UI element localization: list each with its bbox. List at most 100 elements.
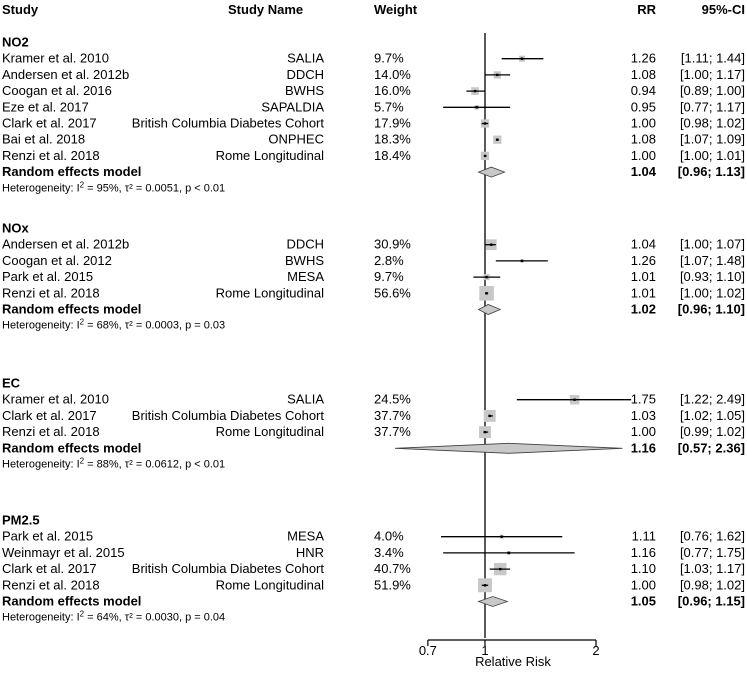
study-point bbox=[483, 122, 487, 125]
group-label: EC bbox=[2, 376, 21, 391]
study-weight: 4.0% bbox=[374, 529, 404, 544]
study-name: British Columbia Diabetes Cohort bbox=[132, 408, 325, 423]
study-point bbox=[496, 138, 499, 141]
summary-ci: [0.96; 1.10] bbox=[678, 302, 745, 317]
study-label: Clark et al. 2017 bbox=[2, 561, 97, 576]
study-name: BWHS bbox=[285, 83, 324, 98]
summary-diamond bbox=[477, 304, 502, 315]
study-rr: 1.04 bbox=[631, 237, 656, 252]
study-label: Weinmayr et al. 2015 bbox=[2, 545, 125, 560]
study-ci: [0.98; 1.02] bbox=[680, 116, 745, 131]
heterogeneity-text: Heterogeneity: I2 = 64%, τ² = 0.0030, p … bbox=[2, 610, 225, 624]
study-ci: [1.07; 1.09] bbox=[680, 132, 745, 147]
summary-label: Random effects model bbox=[2, 164, 141, 179]
study-point bbox=[483, 584, 487, 587]
study-rr: 1.26 bbox=[631, 253, 656, 268]
study-rr: 1.08 bbox=[631, 67, 656, 82]
study-label: Renzi et al. 2018 bbox=[2, 285, 100, 300]
study-weight: 16.0% bbox=[374, 83, 411, 98]
study-label: Coogan et al. 2012 bbox=[2, 253, 112, 268]
summary-label: Random effects model bbox=[2, 594, 141, 609]
study-name: SAPALDIA bbox=[261, 99, 324, 114]
study-rr: 1.00 bbox=[631, 116, 656, 131]
study-name: MESA bbox=[287, 529, 324, 544]
study-ci: [0.99; 1.02] bbox=[680, 424, 745, 439]
study-name: ONPHEC bbox=[268, 132, 324, 147]
study-label: Renzi et al. 2018 bbox=[2, 424, 100, 439]
study-label: Andersen et al. 2012b bbox=[2, 237, 129, 252]
study-label: Park et al. 2015 bbox=[2, 529, 93, 544]
study-weight: 40.7% bbox=[374, 561, 411, 576]
study-ci: [0.77; 1.17] bbox=[680, 99, 745, 114]
group-label: PM2.5 bbox=[2, 513, 40, 528]
study-name: SALIA bbox=[287, 392, 324, 407]
heterogeneity-text: Heterogeneity: I2 = 95%, τ² = 0.0051, p … bbox=[2, 180, 225, 194]
study-rr: 1.10 bbox=[631, 561, 656, 576]
study-point bbox=[499, 567, 502, 571]
study-name: British Columbia Diabetes Cohort bbox=[132, 561, 325, 576]
study-point bbox=[520, 259, 524, 263]
study-ci: [1.03; 1.17] bbox=[680, 561, 745, 576]
study-ci: [0.89; 1.00] bbox=[680, 83, 745, 98]
summary-ci: [0.96; 1.15] bbox=[678, 594, 745, 609]
study-label: Bai et al. 2018 bbox=[2, 132, 85, 147]
study-rr: 1.75 bbox=[631, 392, 656, 407]
summary-rr: 1.02 bbox=[631, 302, 656, 317]
study-ci: [1.07; 1.48] bbox=[680, 253, 745, 268]
study-rr: 1.00 bbox=[631, 148, 656, 163]
summary-label: Random effects model bbox=[2, 302, 141, 317]
study-weight: 14.0% bbox=[374, 67, 411, 82]
study-ci: [0.76; 1.62] bbox=[680, 529, 745, 544]
study-point bbox=[485, 275, 488, 279]
study-point bbox=[490, 243, 493, 246]
header-ci: 95%-CI bbox=[702, 2, 745, 17]
study-label: Kramer et al. 2010 bbox=[2, 51, 109, 66]
study-point bbox=[507, 551, 510, 555]
study-name: HNR bbox=[296, 545, 324, 560]
study-point bbox=[473, 89, 477, 93]
study-rr: 1.00 bbox=[631, 577, 656, 592]
study-weight: 18.3% bbox=[374, 132, 411, 147]
study-rr: 1.01 bbox=[631, 269, 656, 284]
study-label: Andersen et al. 2012b bbox=[2, 67, 129, 82]
x-tick-label: 1 bbox=[481, 643, 488, 658]
study-point bbox=[475, 106, 478, 109]
study-ci: [1.00; 1.02] bbox=[680, 285, 745, 300]
study-point bbox=[483, 154, 487, 158]
study-label: Park et al. 2015 bbox=[2, 269, 93, 284]
study-weight: 37.7% bbox=[374, 424, 411, 439]
study-label: Clark et al. 2017 bbox=[2, 116, 97, 131]
study-rr: 0.94 bbox=[631, 83, 656, 98]
study-name: DDCH bbox=[286, 67, 324, 82]
x-tick-label: 2 bbox=[592, 643, 599, 658]
study-point bbox=[520, 57, 524, 60]
study-point bbox=[500, 535, 503, 538]
study-weight: 17.9% bbox=[374, 116, 411, 131]
group-label: NOx bbox=[2, 221, 30, 236]
study-weight: 3.4% bbox=[374, 545, 404, 560]
study-weight: 56.6% bbox=[374, 285, 411, 300]
study-weight: 24.5% bbox=[374, 392, 411, 407]
study-name: DDCH bbox=[286, 237, 324, 252]
study-rr: 1.26 bbox=[631, 51, 656, 66]
study-name: Rome Longitudinal bbox=[216, 148, 325, 163]
x-axis: Relative Risk 0.7 1 2 bbox=[419, 639, 600, 669]
study-rr: 0.95 bbox=[631, 99, 656, 114]
study-label: Kramer et al. 2010 bbox=[2, 392, 109, 407]
study-label: Renzi et al. 2018 bbox=[2, 577, 100, 592]
study-name: SALIA bbox=[287, 51, 324, 66]
summary-diamond bbox=[394, 442, 623, 454]
header-study-name: Study Name bbox=[228, 2, 303, 17]
summary-rr: 1.16 bbox=[631, 440, 656, 455]
study-name: Rome Longitudinal bbox=[216, 424, 325, 439]
study-weight: 37.7% bbox=[374, 408, 411, 423]
study-point bbox=[485, 292, 488, 295]
study-ci: [1.00; 1.01] bbox=[680, 148, 745, 163]
study-rr: 1.08 bbox=[631, 132, 656, 147]
study-name: Rome Longitudinal bbox=[216, 285, 325, 300]
study-label: Clark et al. 2017 bbox=[2, 408, 97, 423]
study-rr: 1.01 bbox=[631, 285, 656, 300]
summary-diamond bbox=[477, 166, 506, 178]
